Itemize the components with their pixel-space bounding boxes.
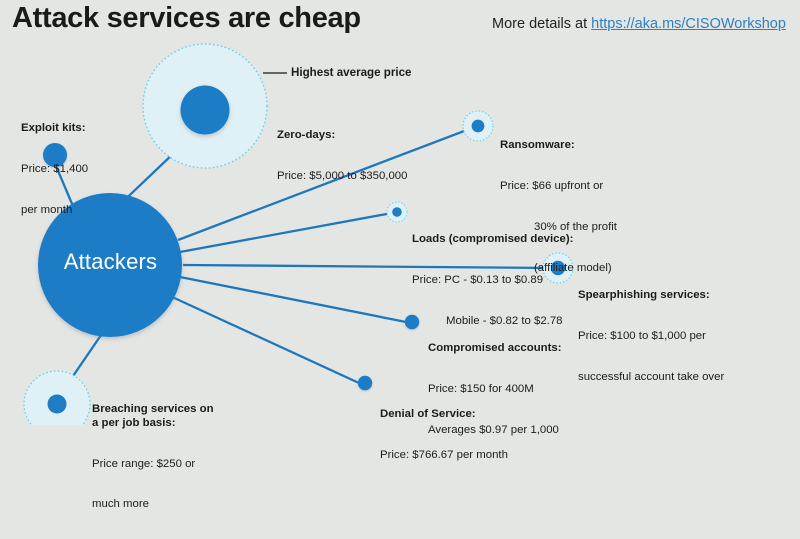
label-zero-days-title: Zero-days: [277, 129, 336, 142]
label-zero-days-line-0: Price: $5,000 to $350,000 [277, 169, 408, 182]
label-ransomware-line-0: Price: $66 upfront or [500, 179, 604, 192]
label-loads-indent-0: Mobile - $0.82 to $2.78 [446, 314, 563, 327]
bubble-zero-days[interactable] [180, 85, 230, 135]
node-loads[interactable] [386, 201, 408, 223]
node-denial-of-service[interactable] [357, 375, 373, 391]
bubble-ransomware[interactable] [471, 119, 485, 133]
attackers-label: Attackers [63, 249, 158, 274]
connector-ransomware [177, 126, 473, 242]
label-compromised-accounts-line-0: Price: $150 for 400M [428, 382, 534, 395]
label-exploit-kits-line-0: Price: $1,400 [21, 162, 89, 175]
node-compromised-accounts[interactable] [404, 314, 420, 330]
label-denial-of-service-title: Denial of Service: [380, 408, 476, 421]
bubble-breaching-services[interactable] [47, 394, 67, 414]
bubble-attackers[interactable] [38, 193, 182, 337]
label-ransomware-indent-1: (affiliate model) [534, 261, 612, 274]
node-spearphishing[interactable] [542, 252, 574, 284]
label-breaching-services: Breaching services on a per job basis: P… [92, 376, 214, 539]
label-denial-of-service-line-0: Price: $766.67 per month [380, 448, 508, 461]
connector-compromised-accounts [179, 275, 407, 324]
label-exploit-kits: Exploit kits: Price: $1,400 per month [21, 95, 88, 245]
label-zero-days: Zero-days: Price: $5,000 to $350,000 [277, 102, 407, 211]
bubble-loads[interactable] [392, 207, 402, 217]
label-loads-title: Loads (compromised device): [412, 233, 574, 246]
connector-spearphishing [182, 263, 552, 270]
callout-highest-average-price: Highest average price [291, 66, 412, 79]
attack-services-diagram [23, 43, 574, 425]
connector-lines [54, 126, 552, 399]
node-zero-days[interactable] [142, 43, 268, 169]
bubble-exploit-kits[interactable] [43, 143, 67, 167]
more-details-prefix: More details at [492, 16, 592, 32]
label-breaching-services-line-0: Price range: $250 or [92, 457, 196, 470]
label-spearphishing-line-0: Price: $100 to $1,000 per [578, 329, 706, 342]
bubble-compromised-accounts[interactable] [404, 314, 420, 330]
connector-loads [179, 211, 393, 254]
ciso-workshop-link[interactable]: https://aka.ms/CISOWorkshop [591, 16, 786, 32]
label-denial-of-service: Denial of Service: Price: $766.67 per mo… [380, 381, 508, 490]
node-exploit-kits[interactable] [43, 143, 67, 167]
bubble-spearphishing[interactable] [550, 260, 566, 276]
label-loads-line-0: Price: PC - $0.13 to $0.89 [412, 273, 544, 286]
label-ransomware-indent-0: 30% of the profit [534, 220, 617, 233]
node-breaching-services[interactable] [23, 370, 91, 425]
node-attackers[interactable] [38, 193, 182, 337]
label-compromised-accounts-title: Compromised accounts: [428, 342, 562, 355]
page-title: Attack services are cheap [12, 2, 361, 34]
label-ransomware-title: Ransomware: [500, 139, 575, 152]
label-breaching-services-title: Breaching services on a per job basis: [92, 403, 214, 429]
label-spearphishing: Spearphishing services: Price: $100 to $… [578, 262, 724, 412]
more-details-text: More details at https://aka.ms/CISOWorks… [492, 16, 786, 32]
label-breaching-services-line-1: much more [92, 498, 149, 511]
label-exploit-kits-line-1: per month [21, 203, 73, 216]
connector-denial-of-service [169, 294, 360, 385]
slide-canvas: Attack services are cheap More details a… [12, 2, 786, 511]
label-exploit-kits-title: Exploit kits: [21, 122, 86, 135]
label-spearphishing-line-1: successful account take over [578, 370, 725, 383]
label-spearphishing-title: Spearphishing services: [578, 289, 710, 302]
label-ransomware: Ransomware: Price: $66 upfront or 30% of… [500, 112, 617, 302]
bubble-denial-of-service[interactable] [357, 375, 373, 391]
label-loads: Loads (compromised device): Price: PC - … [412, 206, 573, 356]
node-ransomware[interactable] [462, 110, 494, 142]
